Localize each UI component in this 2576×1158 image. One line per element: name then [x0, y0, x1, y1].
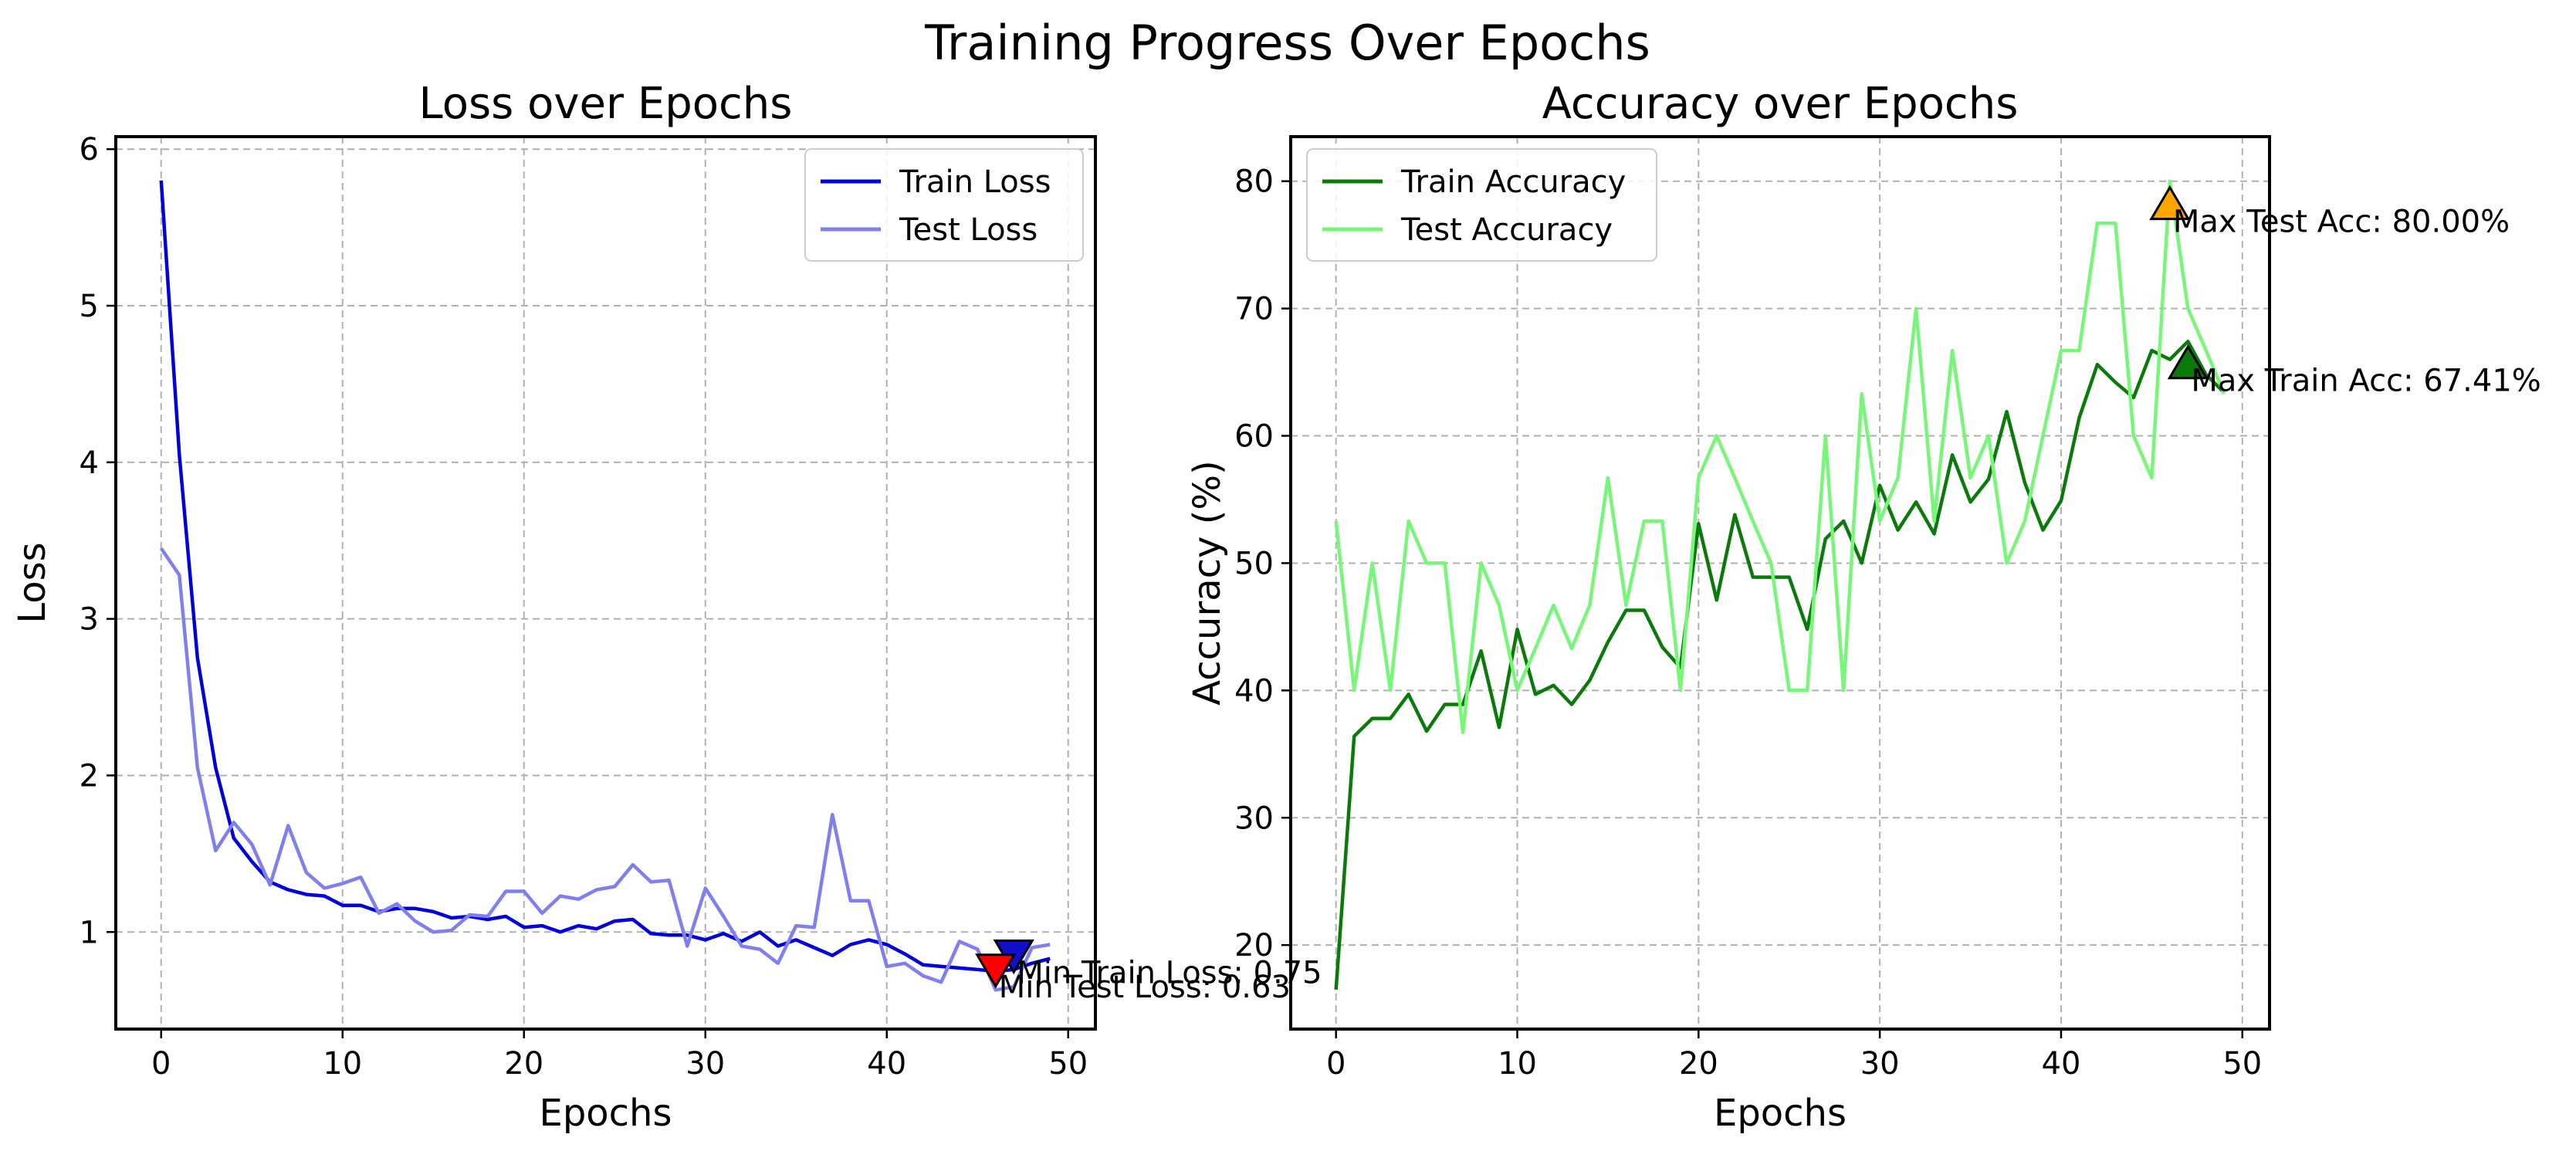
chart-1-y-tick-label: 30 [1234, 801, 1274, 836]
chart-0-axes-frame [114, 135, 1097, 1031]
chart-1-series-test-accuracy [1334, 179, 2226, 735]
chart-0-x-tick-label: 40 [867, 1046, 906, 1082]
chart-0-x-tick-label: 20 [504, 1046, 543, 1082]
chart-1-xlabel: Epochs [1714, 1092, 1847, 1135]
chart-1-legend-label-train-accuracy: Train Accuracy [1400, 164, 1626, 200]
chart-0-y-tick-label: 3 [80, 602, 99, 638]
chart-0-x-tick-label: 10 [323, 1046, 362, 1082]
chart-0-series-test-loss [159, 547, 1051, 992]
chart-1-y-tick-label: 80 [1234, 164, 1274, 200]
chart-0-ylabel: Loss [11, 542, 54, 623]
chart-1-annotation-max-train-acc-67-41: Max Train Acc: 67.41% [2191, 364, 2540, 399]
chart-1-series-train-accuracy [1334, 340, 2226, 990]
chart-0-y-tick-label: 5 [80, 289, 99, 324]
chart-1-x-tick-label: 10 [1498, 1046, 1537, 1082]
chart-1-x-tick-label: 0 [1326, 1046, 1346, 1082]
chart-1-ylabel: Accuracy (%) [1186, 460, 1229, 705]
chart-0-legend-label-train-loss: Train Loss [899, 164, 1051, 200]
chart-1-x-tick-label: 20 [1679, 1046, 1718, 1082]
chart-1-y-tick-label: 20 [1234, 928, 1274, 963]
chart-1-y-tick-label: 50 [1234, 546, 1274, 581]
chart-0-y-tick-label: 2 [80, 758, 99, 794]
chart-1-title: Accuracy over Epochs [1542, 79, 2019, 129]
chart-1-legend-box [1306, 148, 1657, 262]
chart-0-legend-label-test-loss: Test Loss [899, 212, 1038, 248]
chart-0-x-tick-label: 50 [1048, 1046, 1088, 1082]
chart-0-legend-box [804, 148, 1084, 262]
chart-1-y-tick-label: 60 [1234, 419, 1274, 455]
chart-1-axes-frame [1289, 135, 2271, 1031]
chart-0-title: Loss over Epochs [419, 79, 793, 129]
chart-0-series-train-loss [159, 180, 1051, 973]
chart-0-legend: Train Loss Test Loss [804, 148, 1084, 262]
chart-1-y-tick-label: 40 [1234, 673, 1274, 709]
chart-1-x-tick-label: 40 [2042, 1046, 2081, 1082]
chart-1-y-tick-label: 70 [1234, 292, 1274, 327]
chart-0-y-tick-label: 6 [80, 132, 99, 168]
chart-0-x-tick-label: 30 [685, 1046, 725, 1082]
chart-0-marker-min-test-loss-0-63 [975, 953, 1017, 989]
chart-0-xlabel: Epochs [540, 1092, 672, 1135]
accuracy-chart-panel: Max Test Acc: 80.00% Max Train Acc: 67.41… [1186, 79, 2541, 1135]
chart-1-annotation-max-test-acc-80-00: Max Test Acc: 80.00% [2173, 204, 2510, 239]
chart-1-legend-label-test-accuracy: Test Accuracy [1400, 212, 1613, 248]
chart-1-x-tick-label: 50 [2222, 1046, 2262, 1082]
chart-1-x-tick-label: 30 [1860, 1046, 1900, 1082]
chart-0-annotation-min-test-loss-0-63: Min Test Loss: 0.63 [999, 970, 1291, 1005]
chart-1-legend: Train Accuracy Test Accuracy [1306, 148, 1657, 262]
chart-1-marker-max-train-acc-67-41 [2167, 344, 2209, 380]
chart-0-x-tick-label: 0 [151, 1046, 171, 1082]
chart-0-y-tick-label: 4 [80, 445, 99, 481]
chart-1-marker-max-test-acc-80-00 [2149, 185, 2191, 221]
chart-0-annotation-min-train-loss-0-75: Min Train Loss: 0.75 [1017, 956, 1322, 991]
chart-0-y-tick-label: 1 [80, 915, 99, 950]
figure-suptitle: Training Progress Over Epochs [924, 15, 1650, 71]
